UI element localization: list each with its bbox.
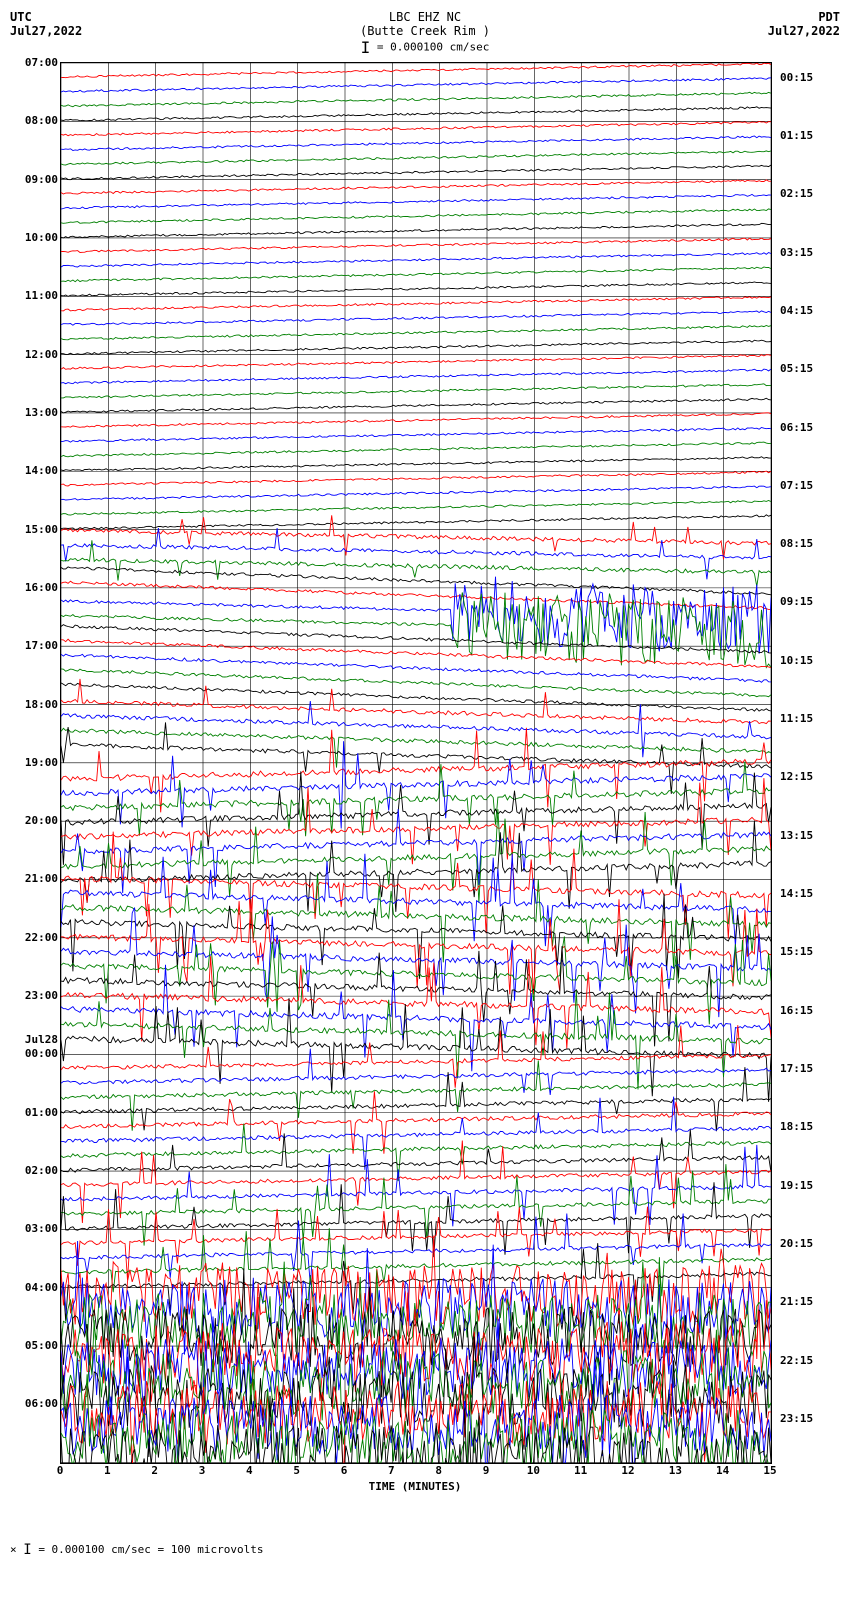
y-left-tick: 03:00	[10, 1222, 58, 1235]
y-left-tick: 20:00	[10, 814, 58, 827]
y-right-tick: 18:15	[780, 1120, 840, 1133]
seismogram-container: UTC Jul27,2022 LBC EHZ NC (Butte Creek R…	[10, 10, 840, 1558]
y-left-tick: 17:00	[10, 639, 58, 652]
y-right-tick: 12:15	[780, 770, 840, 783]
left-date-label: Jul27,2022	[10, 24, 100, 38]
y-left-tick: 02:00	[10, 1164, 58, 1177]
footer-text: = 0.000100 cm/sec = 100 microvolts	[38, 1543, 263, 1556]
title-line1: LBC EHZ NC	[100, 10, 750, 24]
y-right-tick: 01:15	[780, 129, 840, 142]
x-tick: 13	[669, 1464, 682, 1477]
y-left-tick: 16:00	[10, 581, 58, 594]
header-right: PDT Jul27,2022	[750, 10, 840, 38]
footer: × I = 0.000100 cm/sec = 100 microvolts	[10, 1542, 840, 1558]
x-tick: 15	[763, 1464, 776, 1477]
x-tick: 6	[341, 1464, 348, 1477]
y-right-tick: 10:15	[780, 654, 840, 667]
y-right-tick: 03:15	[780, 246, 840, 259]
y-left-tick: 15:00	[10, 523, 58, 536]
y-right-tick: 09:15	[780, 595, 840, 608]
y-left-tick: 13:00	[10, 406, 58, 419]
x-tick: 8	[435, 1464, 442, 1477]
y-left-tick: 11:00	[10, 289, 58, 302]
header: UTC Jul27,2022 LBC EHZ NC (Butte Creek R…	[10, 10, 840, 57]
y-right-tick: 20:15	[780, 1237, 840, 1250]
plot-area: 07:0008:0009:0010:0011:0012:0013:0014:00…	[10, 62, 840, 1492]
y-left-tick: 14:00	[10, 464, 58, 477]
x-tick: 14	[716, 1464, 729, 1477]
y-right-tick: 23:15	[780, 1412, 840, 1425]
x-tick: 10	[527, 1464, 540, 1477]
x-tick: 0	[57, 1464, 64, 1477]
header-center: LBC EHZ NC (Butte Creek Rim ) I = 0.0001…	[100, 10, 750, 57]
y-right-tick: 08:15	[780, 537, 840, 550]
right-tz-label: PDT	[750, 10, 840, 24]
y-left-tick: 22:00	[10, 931, 58, 944]
y-left-tick: 07:00	[10, 56, 58, 69]
x-tick: 7	[388, 1464, 395, 1477]
header-left: UTC Jul27,2022	[10, 10, 100, 38]
y-left-tick: 10:00	[10, 231, 58, 244]
y-right-tick: 00:15	[780, 71, 840, 84]
x-tick: 5	[293, 1464, 300, 1477]
y-right-tick: 14:15	[780, 887, 840, 900]
y-right-tick: 11:15	[780, 712, 840, 725]
y-left-tick: 06:00	[10, 1397, 58, 1410]
y-left-tick: 00:00	[10, 1047, 58, 1060]
x-tick: 3	[199, 1464, 206, 1477]
y-right-tick: 04:15	[780, 304, 840, 317]
footer-prefix: ×	[10, 1543, 17, 1556]
x-tick: 12	[621, 1464, 634, 1477]
y-right-tick: 16:15	[780, 1004, 840, 1017]
y-right-tick: 05:15	[780, 362, 840, 375]
y-left-tick: 18:00	[10, 698, 58, 711]
y-left-tick: 23:00	[10, 989, 58, 1002]
y-left-tick: 01:00	[10, 1106, 58, 1119]
seismogram-plot	[60, 62, 772, 1464]
x-tick: 1	[104, 1464, 111, 1477]
y-left-tick: 12:00	[10, 348, 58, 361]
title-line2: (Butte Creek Rim )	[100, 24, 750, 38]
x-tick: 2	[151, 1464, 158, 1477]
y-right-tick: 22:15	[780, 1354, 840, 1367]
x-tick: 4	[246, 1464, 253, 1477]
x-tick: 11	[574, 1464, 587, 1477]
scale-legend: I = 0.000100 cm/sec	[100, 38, 750, 57]
y-left-tick: 09:00	[10, 173, 58, 186]
y-right-tick: 13:15	[780, 829, 840, 842]
right-date-label: Jul27,2022	[750, 24, 840, 38]
y-right-tick: 06:15	[780, 421, 840, 434]
y-left-tick: 05:00	[10, 1339, 58, 1352]
y-right-tick: 15:15	[780, 945, 840, 958]
y-right-tick: 02:15	[780, 187, 840, 200]
y-right-tick: 19:15	[780, 1179, 840, 1192]
y-right-tick: 07:15	[780, 479, 840, 492]
y-left-tick: 21:00	[10, 872, 58, 885]
x-tick: 9	[483, 1464, 490, 1477]
y-left-tick: Jul28	[10, 1033, 58, 1046]
y-left-tick: 04:00	[10, 1281, 58, 1294]
y-left-tick: 19:00	[10, 756, 58, 769]
y-right-tick: 17:15	[780, 1062, 840, 1075]
y-left-tick: 08:00	[10, 114, 58, 127]
x-axis-title: TIME (MINUTES)	[60, 1480, 770, 1493]
left-tz-label: UTC	[10, 10, 100, 24]
y-right-tick: 21:15	[780, 1295, 840, 1308]
